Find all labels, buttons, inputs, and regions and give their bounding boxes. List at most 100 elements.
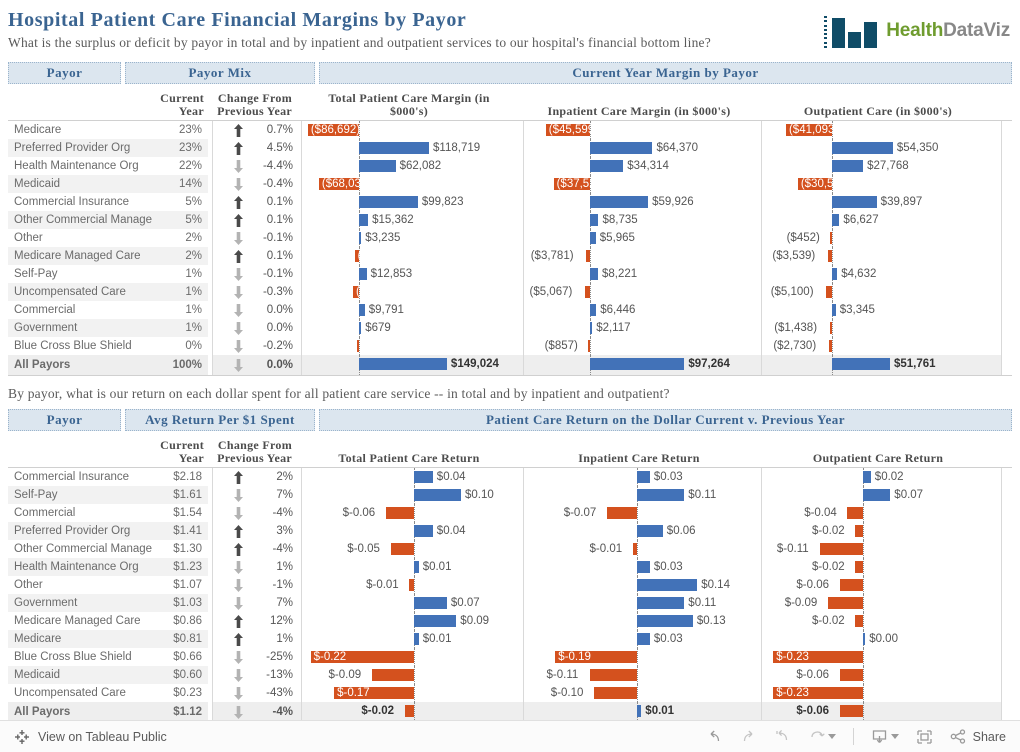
bar-chart-cell[interactable]: $0.13 [524, 612, 762, 630]
table-row[interactable]: Commercial Insurance $2.18 2% $0.04 $0.03 $0.… [8, 468, 1012, 486]
banner-patient-care-return[interactable]: Patient Care Return on the Dollar Curren… [319, 409, 1012, 431]
negative-bar[interactable] [553, 178, 590, 190]
bar-chart-cell[interactable]: $-0.04 [762, 504, 1002, 522]
negative-bar[interactable] [318, 178, 359, 190]
positive-bar[interactable] [414, 525, 433, 537]
bar-chart-cell[interactable]: $-0.23 [762, 684, 1002, 702]
bar-chart-cell[interactable]: $-0.17 [302, 684, 524, 702]
bar-chart-cell[interactable]: ($1,438) [762, 319, 1002, 337]
banner-payor[interactable]: Payor [8, 62, 121, 84]
bar-chart-cell[interactable]: $8,221 [524, 265, 762, 283]
bar-chart-cell[interactable]: $-0.02 [302, 702, 524, 722]
bar-chart-cell[interactable]: $118,719 [302, 139, 524, 157]
negative-bar[interactable] [354, 250, 359, 262]
positive-bar[interactable] [359, 196, 418, 208]
bar-chart-cell[interactable]: $0.00 [762, 630, 1002, 648]
positive-bar[interactable] [414, 633, 419, 645]
undo-button[interactable] [706, 729, 723, 744]
negative-bar[interactable] [826, 286, 832, 298]
positive-bar[interactable] [863, 489, 891, 501]
bar-chart-cell[interactable]: $2,117 [524, 319, 762, 337]
positive-bar[interactable] [590, 232, 596, 244]
table-row[interactable]: Health Maintenance Org 22% -4.4% $62,082 $34… [8, 157, 1012, 175]
negative-bar[interactable] [606, 507, 637, 519]
negative-bar[interactable] [310, 651, 414, 663]
bar-chart-cell[interactable]: $-0.06 [762, 666, 1002, 684]
negative-bar[interactable] [797, 178, 832, 190]
table-row[interactable]: Government $1.03 7% $0.07 $0.11 $-0.09 [8, 594, 1012, 612]
negative-bar[interactable] [555, 651, 637, 663]
bar-chart-cell[interactable]: $51,761 [762, 355, 1002, 375]
negative-bar[interactable] [839, 705, 863, 717]
positive-bar[interactable] [863, 471, 871, 483]
negative-bar[interactable] [585, 286, 590, 298]
positive-bar[interactable] [359, 232, 362, 244]
bar-chart-cell[interactable]: $0.03 [524, 558, 762, 576]
bar-chart-cell[interactable]: ($2,730) [762, 337, 1002, 355]
positive-bar[interactable] [359, 268, 367, 280]
bar-chart-cell[interactable]: $-0.07 [524, 504, 762, 522]
bar-chart-cell[interactable]: $0.03 [524, 468, 762, 486]
bar-chart-cell[interactable]: $6,446 [524, 301, 762, 319]
positive-bar[interactable] [832, 268, 838, 280]
positive-bar[interactable] [414, 471, 433, 483]
positive-bar[interactable] [359, 358, 447, 370]
bar-chart-cell[interactable]: $-0.09 [302, 666, 524, 684]
bar-chart-cell[interactable]: ($30,506) [762, 175, 1002, 193]
positive-bar[interactable] [590, 358, 685, 370]
negative-bar[interactable] [353, 286, 359, 298]
positive-bar[interactable] [832, 196, 877, 208]
banner-current-year-margin[interactable]: Current Year Margin by Payor [319, 62, 1012, 84]
negative-bar[interactable] [587, 340, 590, 352]
positive-bar[interactable] [637, 471, 650, 483]
bar-chart-cell[interactable]: $3,235 [302, 229, 524, 247]
bar-chart-cell[interactable]: $0.02 [762, 468, 1002, 486]
negative-bar[interactable] [307, 124, 359, 136]
bar-chart-cell[interactable]: $-0.11 [762, 540, 1002, 558]
bar-chart-cell[interactable]: $0.06 [524, 522, 762, 540]
negative-bar[interactable] [773, 687, 863, 699]
bar-chart-cell[interactable]: $-0.01 [302, 576, 524, 594]
table-row[interactable]: Other Commercial Managed Ca.. $1.30 -4% $-0… [8, 540, 1012, 558]
bar-chart-cell[interactable]: $-0.05 [302, 540, 524, 558]
fullscreen-button[interactable] [916, 729, 933, 745]
bar-chart-cell[interactable]: $-0.11 [524, 666, 762, 684]
bar-chart-cell[interactable]: $-0.02 [762, 522, 1002, 540]
positive-bar[interactable] [637, 615, 693, 627]
refresh-button[interactable] [808, 729, 836, 744]
negative-bar[interactable] [409, 579, 414, 591]
negative-bar[interactable] [855, 561, 863, 573]
bar-chart-cell[interactable]: ($45,599) [524, 121, 762, 139]
positive-bar[interactable] [637, 489, 685, 501]
negative-bar[interactable] [632, 543, 637, 555]
total-row[interactable]: All Payors $1.12 -4% $-0.02 $0.01 $-0.06 [8, 702, 1012, 722]
bar-chart-cell[interactable]: $-0.02 [762, 612, 1002, 630]
bar-chart-cell[interactable]: $34,314 [524, 157, 762, 175]
negative-bar[interactable] [545, 124, 590, 136]
bar-chart-cell[interactable]: $-0.09 [762, 594, 1002, 612]
positive-bar[interactable] [359, 322, 362, 334]
view-on-tableau-public-link[interactable]: View on Tableau Public [14, 729, 167, 745]
table-row[interactable]: Other Commercial Managed Ca..5% 0.1% $15,3… [8, 211, 1012, 229]
negative-bar[interactable] [404, 705, 414, 717]
bar-chart-cell[interactable]: $54,350 [762, 139, 1002, 157]
negative-bar[interactable] [839, 579, 863, 591]
negative-bar[interactable] [828, 250, 832, 262]
download-button[interactable] [871, 729, 899, 745]
bar-chart-cell[interactable]: $0.01 [302, 630, 524, 648]
bar-chart-cell[interactable]: $0.14 [524, 576, 762, 594]
bar-chart-cell[interactable]: $-0.02 [762, 558, 1002, 576]
table-row[interactable]: Medicare 23% 0.7% ($86,692) ($45,599) ($41,09… [8, 121, 1012, 139]
table-row[interactable]: Commercial 1% 0.0% $9,791 $6,446 $3,345 [8, 301, 1012, 319]
table-row[interactable]: Health Maintenance Org $1.23 1% $0.01 $0.03 $… [8, 558, 1012, 576]
positive-bar[interactable] [637, 561, 650, 573]
table-row[interactable]: Uncompensated Care 1% -0.3% ($10,167) ($5,06… [8, 283, 1012, 301]
negative-bar[interactable] [356, 340, 359, 352]
negative-bar[interactable] [385, 507, 414, 519]
bar-chart-cell[interactable]: $0.07 [762, 486, 1002, 504]
bar-chart-cell[interactable]: $0.04 [302, 468, 524, 486]
positive-bar[interactable] [359, 214, 369, 226]
negative-bar[interactable] [371, 669, 414, 681]
bar-chart-cell[interactable]: ($3,539) [762, 247, 1002, 265]
positive-bar[interactable] [832, 142, 893, 154]
